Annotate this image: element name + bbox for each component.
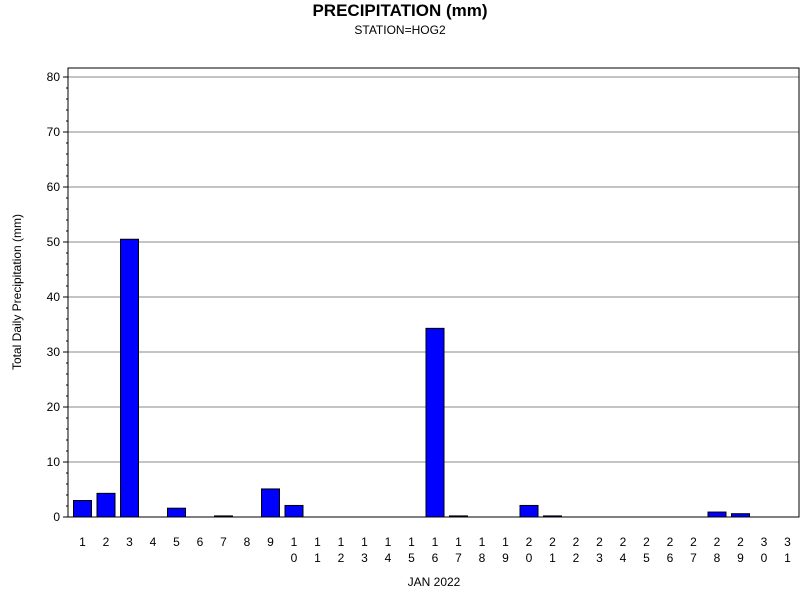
bar-day-16 [425,327,445,518]
y-tick-label: 50 [47,235,61,249]
bars [73,238,750,518]
x-tick-label: 8 [244,535,251,549]
bar-day-28 [707,511,727,518]
y-tick-label: 80 [47,70,61,84]
bar-day-20 [519,504,539,518]
y-tick-label: 40 [47,290,61,304]
x-axis-label: JAN 2022 [408,575,461,589]
bar-day-2 [96,492,116,518]
y-tick-label: 30 [47,345,61,359]
chart-title: PRECIPITATION (mm) [312,1,488,20]
x-axis: 1 2 3 4 5 6 7 8 9 1 01 11 21 31 41 51 61 71 81 92 02 12 22 32 42… [68,516,799,565]
bar-day-1 [73,500,92,518]
y-tick-label: 20 [47,400,61,414]
x-tick-label: 6 [197,535,204,549]
x-tick-label: 7 [220,535,227,549]
chart-subtitle: STATION=HOG2 [354,23,446,37]
y-tick-label: 0 [53,510,60,524]
x-tick-label: 3 [126,535,133,549]
x-tick-label: 5 [173,535,180,549]
bar-day-5 [167,507,186,518]
y-axis: 0 10 20 30 40 50 60 70 80 [47,70,68,524]
x-tick-label: 4 [150,535,157,549]
y-tick-label: 10 [47,455,61,469]
x-tick-label: 1 [79,535,86,549]
x-tick-label: 2 [103,535,110,549]
y-axis-label: Total Daily Precipitation (mm) [10,214,24,370]
bar-day-10 [284,504,304,518]
gridlines [68,76,799,463]
y-tick-label: 60 [47,180,61,194]
x-tick-label: 9 [267,535,274,549]
bar-day-9 [261,488,280,518]
y-tick-label: 70 [47,125,61,139]
bar-day-3 [120,238,139,518]
